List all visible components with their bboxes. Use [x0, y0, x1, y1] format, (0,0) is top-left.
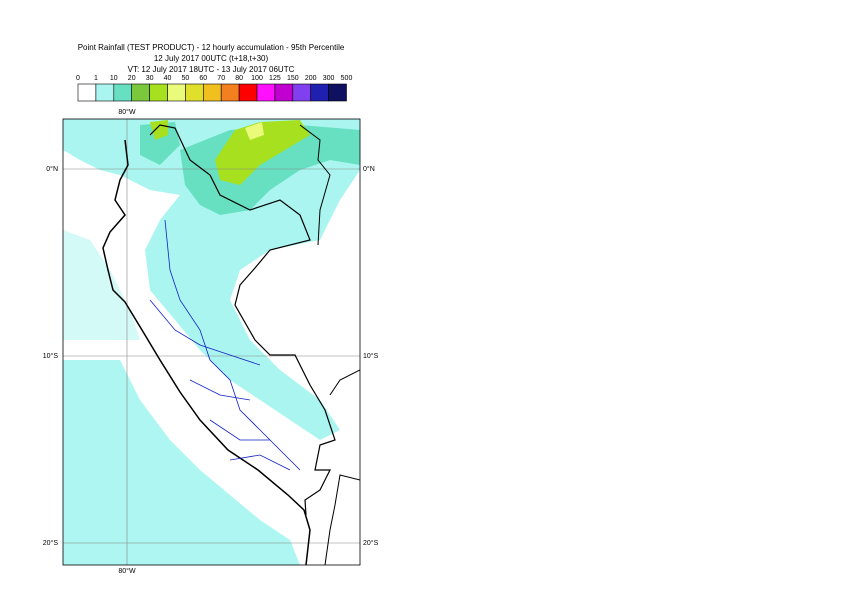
- legend-label: 60: [199, 75, 207, 82]
- lon-label: 80°W: [118, 567, 136, 575]
- map: [63, 119, 360, 565]
- legend-swatch: [220, 83, 240, 102]
- legend-swatch: [131, 83, 150, 102]
- legend-label: 30: [146, 75, 154, 82]
- legend-label: 40: [164, 75, 172, 82]
- legend-swatch: [256, 83, 276, 102]
- validity: VT: 12 July 2017 18UTC - 13 July 2017 06…: [128, 65, 295, 74]
- legend-label: 500: [341, 75, 353, 82]
- graticule: [63, 119, 360, 565]
- legend-label: 10: [110, 75, 118, 82]
- legend-label: 50: [182, 75, 190, 82]
- coastline: [102, 139, 311, 565]
- title: Point Rainfall (TEST PRODUCT) - 12 hourl…: [78, 43, 345, 52]
- lon-label: 80°W: [118, 108, 136, 116]
- legend-swatch: [292, 83, 311, 102]
- rain-light: [63, 119, 360, 565]
- map-frame: [62, 118, 361, 566]
- legend-swatch: [149, 83, 168, 102]
- legend-label: 100: [251, 75, 263, 82]
- regional-borders: [149, 219, 301, 471]
- legend-label: 0: [76, 75, 80, 82]
- legend-label: 1: [94, 75, 98, 82]
- lat-label: 0°N: [46, 165, 58, 173]
- legend-swatch: [167, 83, 186, 102]
- legend-swatch: [77, 83, 97, 102]
- lat-label: 20°S: [43, 539, 59, 547]
- rain-peak: [245, 122, 264, 140]
- legend-swatch: [328, 83, 347, 102]
- lat-label: 20°S: [363, 539, 379, 547]
- legend-label: 150: [287, 75, 299, 82]
- legend-label: 80: [235, 75, 243, 82]
- legend-swatch: [238, 83, 258, 102]
- legend-swatch: [95, 83, 115, 102]
- national-border: [149, 124, 336, 516]
- lat-label: 10°S: [363, 352, 379, 360]
- legend-label: 70: [217, 75, 225, 82]
- legend-swatch: [274, 83, 294, 102]
- border-other: [299, 124, 360, 565]
- legend-label: 125: [269, 75, 281, 82]
- lat-label: 10°S: [43, 352, 59, 360]
- legend: 0 1 10 20 30 40 50 60 70 80 100 125 150 200 300 500: [76, 75, 353, 102]
- legend-swatch: [113, 83, 133, 102]
- legend-label: 300: [323, 75, 335, 82]
- legend-label: 200: [305, 75, 317, 82]
- legend-swatch: [185, 83, 204, 102]
- legend-label: 20: [128, 75, 136, 82]
- lat-label: 0°N: [363, 165, 375, 173]
- legend-swatch: [310, 83, 329, 102]
- run-time: 12 July 2017 00UTC (t+18,t+30): [154, 54, 269, 63]
- legend-swatch: [203, 83, 222, 102]
